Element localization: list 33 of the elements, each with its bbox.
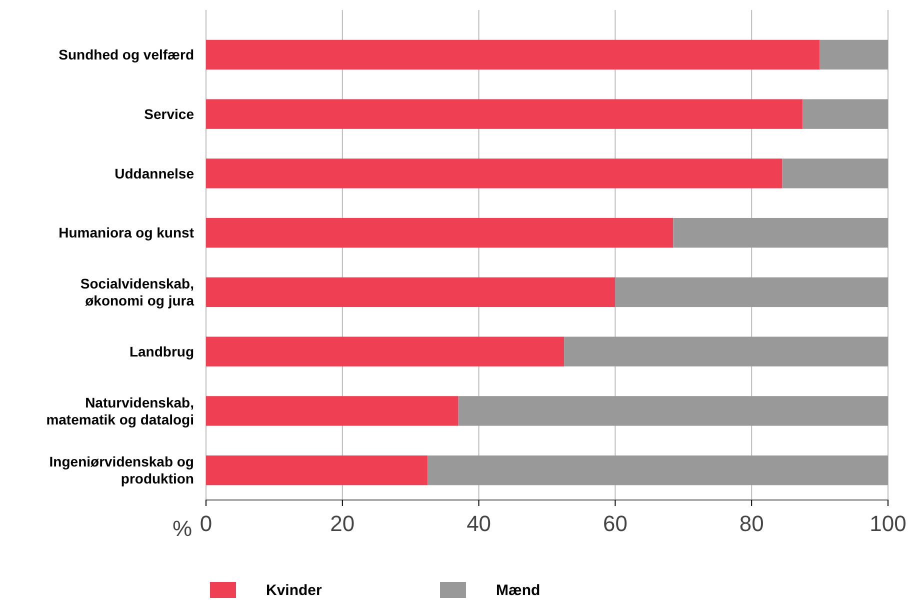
- x-tick-label: 60: [602, 511, 628, 536]
- x-tick-label: 40: [466, 511, 492, 536]
- y-tick-label: Uddannelse: [114, 165, 194, 182]
- x-tick-label: 0: [200, 511, 212, 536]
- x-tick-label: 20: [330, 511, 355, 536]
- bar: [206, 396, 458, 426]
- bar: [206, 40, 820, 70]
- y-tick-label: Humaniora og kunst: [58, 224, 194, 241]
- bar: [206, 99, 803, 129]
- bar: [615, 277, 888, 308]
- bar: [782, 158, 888, 188]
- y-tick-label: Naturvidenskab, matematik og datalogi: [46, 394, 194, 428]
- x-tick-label: 100: [870, 511, 906, 536]
- bar: [820, 40, 888, 70]
- y-tick-label: Ingeniørvidenskab og produktion: [49, 454, 194, 487]
- x-tick-label: 80: [739, 511, 764, 536]
- legend-label: Kvinder: [266, 582, 322, 599]
- bar: [458, 396, 888, 426]
- bar: [206, 455, 428, 486]
- y-tick-label: Service: [144, 106, 194, 122]
- legend-label: Mænd: [496, 582, 540, 599]
- bar: [564, 336, 888, 366]
- bar: [206, 158, 782, 188]
- bar: [206, 336, 564, 366]
- bar: [802, 99, 888, 129]
- bar: [428, 455, 888, 486]
- bar: [206, 218, 674, 248]
- y-tick-label: Landbrug: [129, 343, 194, 360]
- y-tick-label: Sundhed og velfærd: [58, 46, 194, 63]
- bar: [206, 277, 616, 308]
- x-axis-title: %: [172, 516, 192, 541]
- bar: [673, 218, 888, 248]
- y-tick-label: Socialvidenskab, økonomi og jura: [80, 276, 194, 309]
